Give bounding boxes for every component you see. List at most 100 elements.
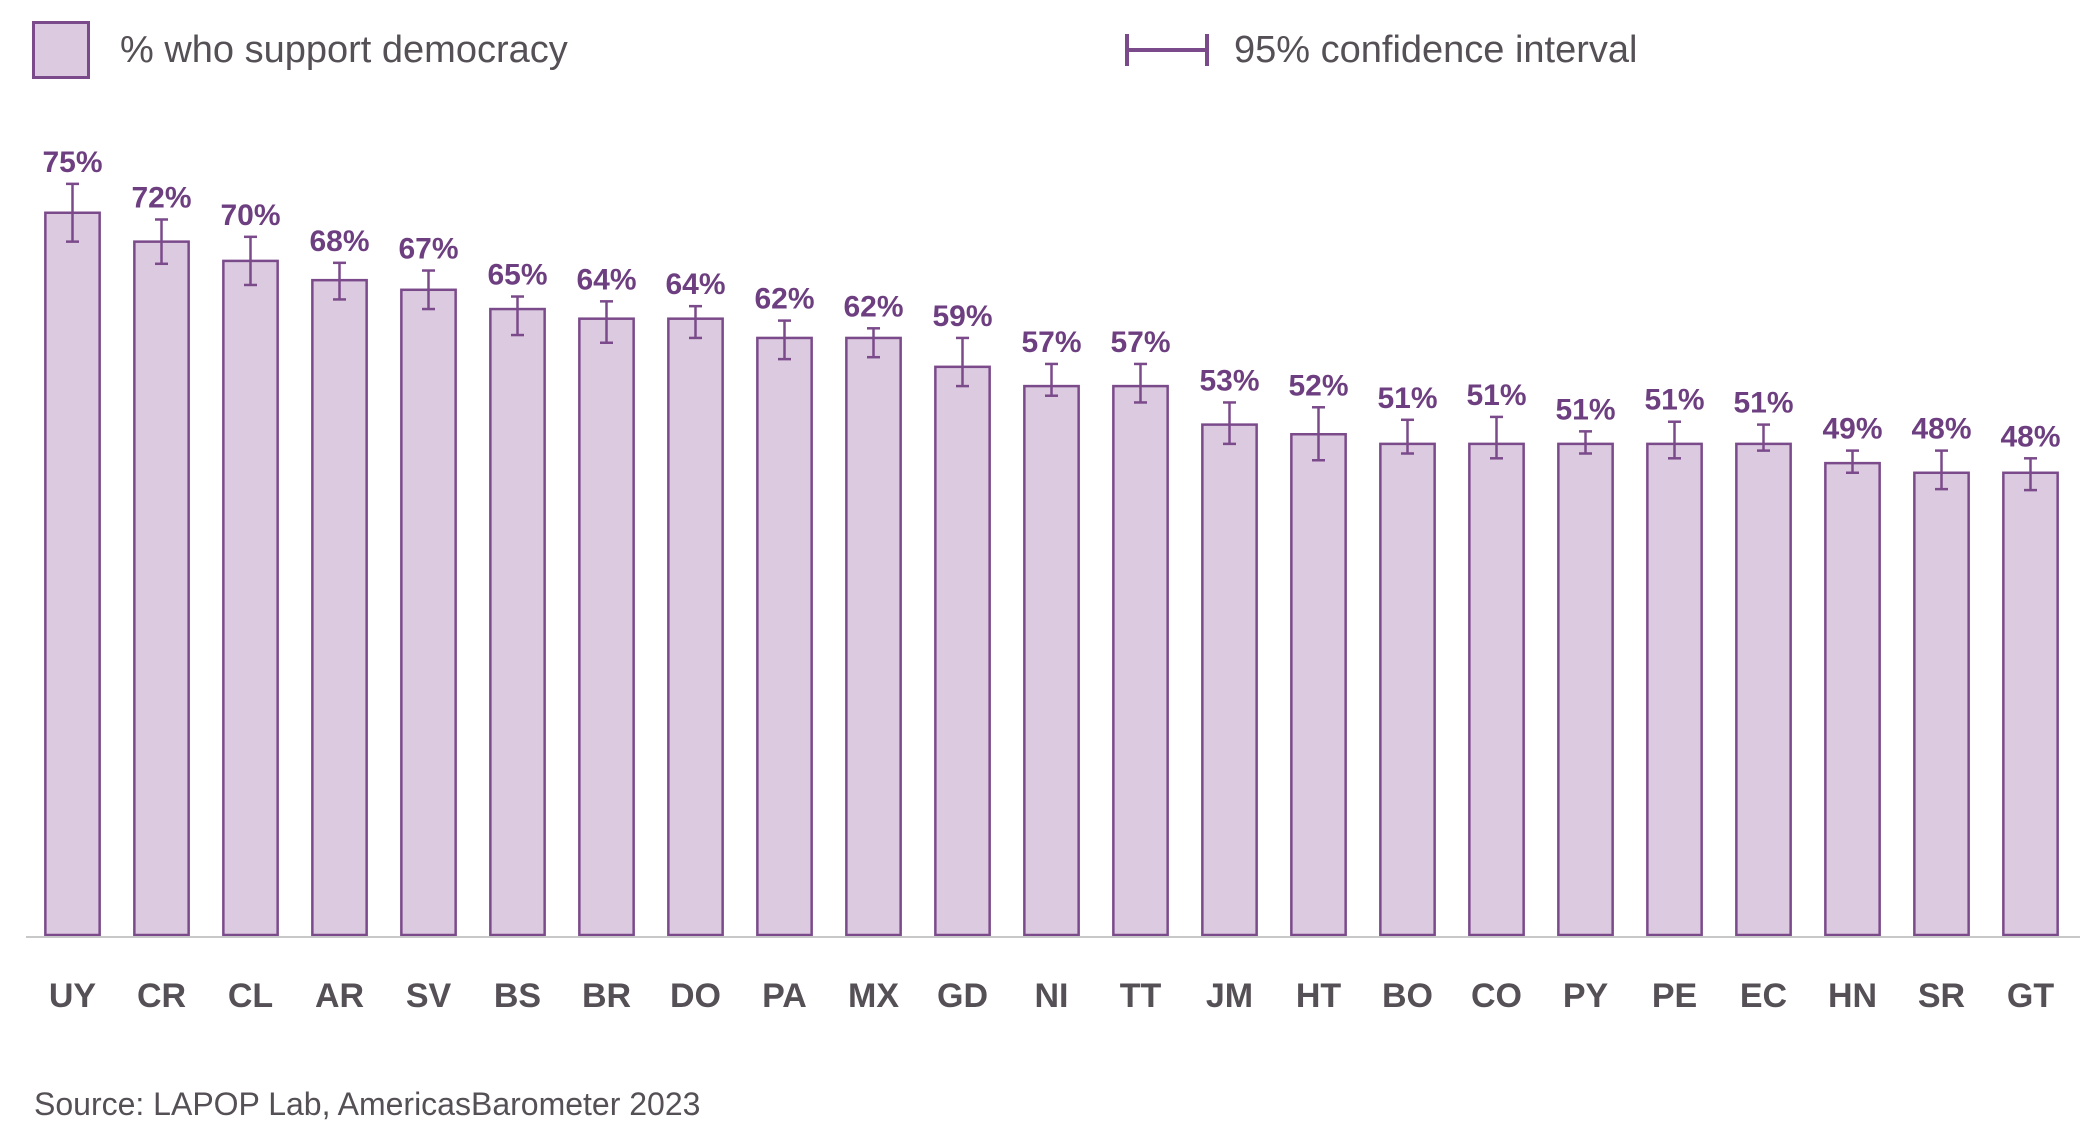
error-bar-hn: [1846, 449, 1859, 475]
bar-uy: [44, 211, 101, 937]
error-bar-pe: [1668, 420, 1681, 460]
error-bar-do: [689, 304, 702, 340]
bar-cl: [222, 259, 279, 937]
category-label-bs: BS: [494, 977, 541, 1015]
bar-br: [578, 317, 635, 937]
error-bar-py: [1579, 430, 1592, 455]
error-bars-group: [66, 182, 2037, 492]
bar-ec: [1735, 442, 1792, 937]
value-label-br: 64%: [576, 263, 636, 296]
category-label-co: CO: [1471, 977, 1522, 1015]
error-bar-cr: [155, 218, 168, 266]
category-label-jm: JM: [1206, 977, 1253, 1015]
category-label-pe: PE: [1652, 977, 1697, 1015]
bar-tt: [1112, 384, 1169, 937]
error-bar-ar: [333, 261, 346, 301]
error-bar-cl: [244, 235, 257, 287]
error-bar-ht: [1312, 406, 1325, 462]
bar-bo: [1379, 442, 1436, 937]
category-label-uy: UY: [49, 977, 97, 1015]
value-label-cl: 70%: [220, 199, 280, 232]
bar-do: [667, 317, 724, 937]
error-bar-mx: [867, 327, 880, 359]
bar-cr: [133, 240, 190, 937]
value-label-py: 51%: [1555, 393, 1615, 426]
value-label-bs: 65%: [487, 259, 547, 292]
value-label-sr: 48%: [1911, 413, 1971, 446]
value-label-jm: 53%: [1199, 364, 1259, 397]
category-labels-group: UY CR CL AR SV BS BR DO PA MX GD NI TT JM HT BO CO PY PE EC…: [49, 977, 2054, 1015]
bar-gt: [2002, 471, 2059, 937]
bar-gd: [934, 365, 991, 937]
bar-ni: [1023, 384, 1080, 937]
legend-item-support: % who support democracy: [32, 18, 568, 82]
error-bar-co: [1490, 415, 1503, 460]
confidence-interval-icon: [1125, 34, 1209, 66]
value-label-gt: 48%: [2000, 420, 2060, 453]
legend-item-ci: 95% confidence interval: [1124, 18, 1637, 82]
bars-group: [44, 211, 2059, 937]
category-label-tt: TT: [1120, 977, 1162, 1015]
category-label-sr: SR: [1918, 977, 1965, 1015]
error-bar-gt: [2024, 457, 2037, 492]
category-label-do: DO: [670, 977, 721, 1015]
category-label-bo: BO: [1382, 977, 1433, 1015]
bar-ar: [311, 278, 368, 937]
error-bar-br: [600, 300, 613, 345]
category-label-br: BR: [582, 977, 631, 1015]
value-label-gd: 59%: [932, 300, 992, 333]
bar-chart: 75% 72% 70% 68% 67% 65% 64% 64% 62% 62% 59% 57% 57% 5…: [26, 146, 2080, 1015]
category-label-cl: CL: [228, 977, 273, 1015]
error-bar-bs: [511, 295, 524, 337]
bar-ht: [1290, 432, 1347, 937]
category-label-ar: AR: [315, 977, 364, 1015]
source-note: Source: LAPOP Lab, AmericasBarometer 202…: [34, 1086, 701, 1122]
value-label-sv: 67%: [398, 233, 458, 266]
value-label-tt: 57%: [1110, 326, 1170, 359]
error-bar-sr: [1935, 449, 1948, 491]
legend-ci-label: 95% confidence interval: [1234, 28, 1638, 71]
bar-py: [1557, 442, 1614, 937]
bar-pa: [756, 336, 813, 937]
category-label-py: PY: [1563, 977, 1609, 1015]
value-label-ec: 51%: [1733, 387, 1793, 420]
error-bar-ec: [1757, 423, 1770, 452]
value-labels-group: 75% 72% 70% 68% 67% 65% 64% 64% 62% 62% 59% 57% 57% 5…: [42, 146, 2060, 453]
error-bar-pa: [778, 319, 791, 361]
error-bar-jm: [1223, 401, 1236, 446]
error-bar-ni: [1045, 362, 1058, 397]
bar-mx: [845, 336, 902, 937]
bar-hn: [1824, 461, 1881, 937]
category-label-ni: NI: [1035, 977, 1069, 1015]
category-label-ht: HT: [1296, 977, 1342, 1015]
error-bar-sv: [422, 269, 435, 311]
bar-pe: [1646, 442, 1703, 937]
error-bar-bo: [1401, 418, 1414, 455]
category-label-ec: EC: [1740, 977, 1787, 1015]
bar-bs: [489, 307, 546, 937]
value-label-uy: 75%: [42, 146, 102, 179]
bar-sr: [1913, 471, 1970, 937]
legend: % who support democracy 95% confidence i…: [32, 18, 2032, 82]
value-label-ar: 68%: [309, 225, 369, 258]
value-label-co: 51%: [1466, 379, 1526, 412]
value-label-mx: 62%: [843, 290, 903, 323]
value-label-ni: 57%: [1021, 326, 1081, 359]
value-label-pe: 51%: [1644, 384, 1704, 417]
category-label-gd: GD: [937, 977, 988, 1015]
category-label-pa: PA: [762, 977, 807, 1015]
category-label-cr: CR: [137, 977, 186, 1015]
category-label-hn: HN: [1828, 977, 1877, 1015]
category-label-gt: GT: [2007, 977, 2054, 1015]
error-bar-uy: [66, 182, 79, 243]
error-bar-tt: [1134, 362, 1147, 404]
value-label-do: 64%: [665, 268, 725, 301]
bar-sv: [400, 288, 457, 937]
value-label-bo: 51%: [1377, 382, 1437, 415]
error-bar-gd: [956, 336, 969, 388]
bar-jm: [1201, 423, 1258, 937]
value-label-pa: 62%: [754, 283, 814, 316]
legend-bar-label: % who support democracy: [120, 28, 568, 71]
value-label-cr: 72%: [131, 181, 191, 214]
bar-co: [1468, 442, 1525, 937]
